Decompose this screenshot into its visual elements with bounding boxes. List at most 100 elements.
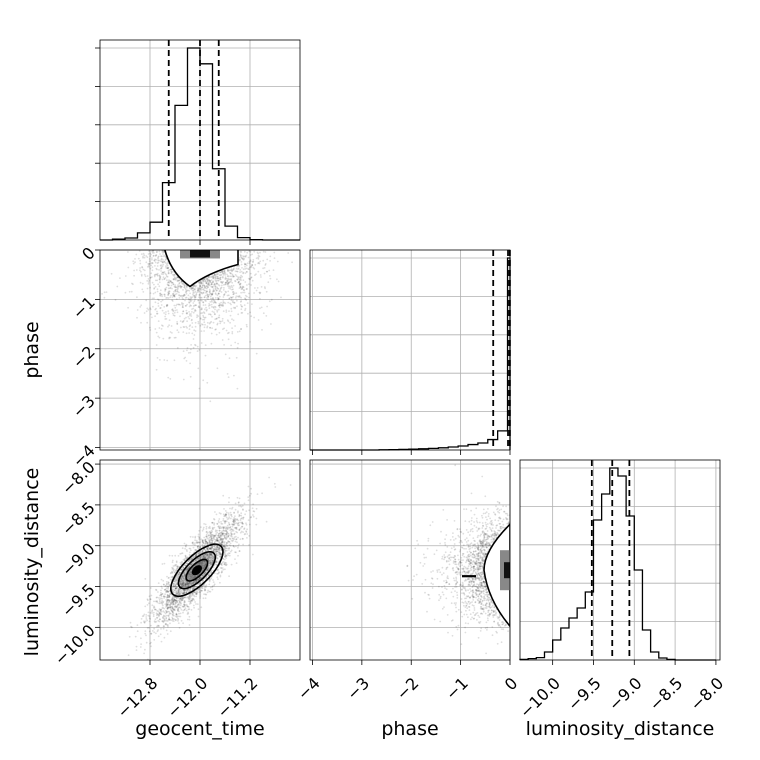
sample-point <box>183 592 186 595</box>
sample-point <box>215 513 218 516</box>
sample-point <box>193 599 196 601</box>
sample-point <box>204 354 207 357</box>
sample-point <box>246 528 249 531</box>
sample-point <box>186 582 189 585</box>
sample-point <box>176 347 179 349</box>
sample-point <box>236 270 238 273</box>
sample-point <box>234 325 237 327</box>
sample-point <box>223 526 226 529</box>
sample-point <box>167 598 169 601</box>
sample-point <box>208 288 211 291</box>
sample-point <box>200 287 203 290</box>
sample-point <box>231 535 233 538</box>
sample-point <box>229 286 232 288</box>
sample-point <box>205 535 208 537</box>
sample-point <box>206 547 208 550</box>
sample-point <box>215 539 218 541</box>
sample-point <box>173 585 175 588</box>
sample-point <box>229 526 232 529</box>
sample-point <box>222 296 225 298</box>
sample-point <box>272 269 275 271</box>
sample-point <box>237 554 239 557</box>
sample-point <box>167 325 169 328</box>
sample-point <box>179 583 182 585</box>
sample-point <box>217 287 220 290</box>
sample-point <box>140 304 143 307</box>
sample-point <box>184 291 187 294</box>
sample-point <box>207 558 210 561</box>
sample-point <box>231 327 234 329</box>
sample-point <box>171 299 174 302</box>
sample-point <box>200 526 202 528</box>
sample-point <box>243 257 246 260</box>
sample-point <box>238 264 241 267</box>
sample-point <box>199 595 202 598</box>
sample-point <box>174 279 177 281</box>
sample-point <box>222 304 225 307</box>
sample-point <box>207 295 210 297</box>
sample-point <box>204 586 206 589</box>
sample-point <box>241 267 243 269</box>
sample-point <box>228 552 231 555</box>
sample-point <box>199 541 202 544</box>
sample-point <box>191 557 194 560</box>
sample-point <box>243 250 246 253</box>
sample-point <box>178 594 180 596</box>
sample-point <box>214 535 216 537</box>
sample-point <box>173 311 176 314</box>
sample-point <box>172 312 174 315</box>
sample-point <box>183 575 186 578</box>
sample-point <box>179 581 182 583</box>
sample-point <box>200 342 203 344</box>
sample-point <box>169 296 172 299</box>
sample-point <box>190 599 193 602</box>
sample-point <box>219 531 222 534</box>
sample-point <box>182 592 185 595</box>
sample-point <box>193 581 195 583</box>
sample-point <box>167 310 170 312</box>
sample-point <box>242 508 244 511</box>
sample-point <box>206 290 209 293</box>
sample-point <box>201 540 204 542</box>
sample-point <box>206 568 208 571</box>
sample-point <box>198 387 201 390</box>
sample-point <box>183 571 186 574</box>
sample-point <box>226 280 228 282</box>
sample-point <box>242 538 244 540</box>
sample-point <box>168 292 171 294</box>
sample-point <box>223 287 225 289</box>
sample-point <box>166 606 169 609</box>
sample-point <box>205 530 208 533</box>
sample-point <box>191 594 194 597</box>
sample-point <box>189 298 191 301</box>
sample-point <box>191 557 193 560</box>
sample-point <box>245 530 248 532</box>
sample-point <box>178 279 181 282</box>
sample-point <box>180 578 183 581</box>
sample-point <box>192 284 195 287</box>
sample-point <box>224 281 227 284</box>
sample-point <box>197 306 200 308</box>
sample-point <box>179 572 181 575</box>
sample-point <box>177 603 180 606</box>
sample-point <box>169 605 172 608</box>
sample-point <box>192 302 195 304</box>
sample-point <box>153 639 156 641</box>
sample-point <box>162 337 165 340</box>
sample-point <box>181 580 184 582</box>
sample-point <box>209 553 212 555</box>
sample-point <box>232 275 234 278</box>
sample-point <box>218 526 220 529</box>
sample-point <box>230 344 233 347</box>
sample-point <box>242 286 245 288</box>
sample-point <box>167 615 170 617</box>
sample-point <box>209 321 212 324</box>
sample-point <box>222 541 224 544</box>
sample-point <box>187 608 190 611</box>
sample-point <box>172 582 175 585</box>
sample-point <box>183 596 186 598</box>
sample-point <box>206 549 209 552</box>
sample-point <box>155 608 157 611</box>
sample-point <box>222 537 224 540</box>
sample-point <box>187 289 189 292</box>
